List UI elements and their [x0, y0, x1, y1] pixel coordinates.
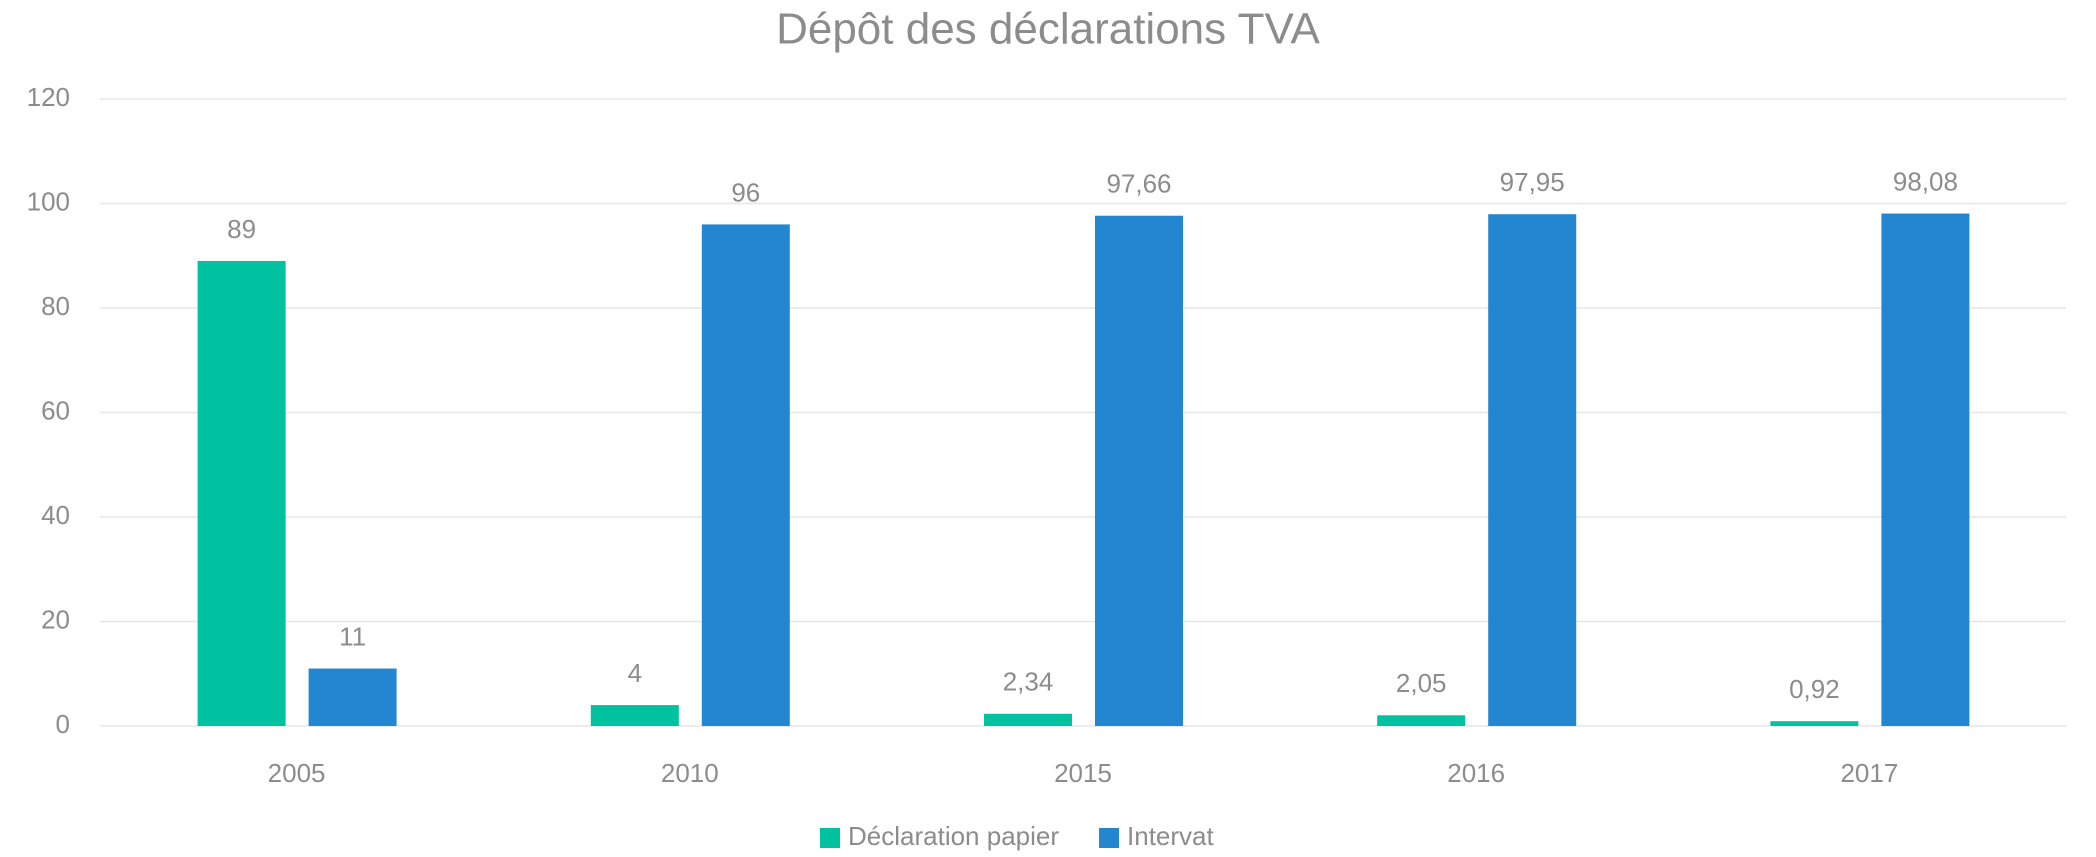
bar	[308, 668, 397, 726]
legend-label: Intervat	[1127, 821, 1214, 851]
y-tick-label: 0	[56, 709, 70, 739]
bar	[1770, 721, 1859, 726]
data-label: 11	[339, 621, 366, 651]
bar	[984, 713, 1072, 726]
bar	[1488, 214, 1577, 726]
legend-swatch	[820, 828, 840, 848]
x-tick-label: 2015	[1054, 758, 1112, 788]
legend-swatch	[1099, 828, 1120, 848]
data-label: 96	[731, 177, 760, 207]
chart-title: Dépôt des déclarations TVA	[776, 5, 1320, 54]
legend-label: Déclaration papier	[848, 821, 1059, 851]
y-tick-label: 100	[27, 186, 70, 216]
data-label: 89	[227, 214, 256, 244]
data-label: 4	[628, 658, 642, 688]
y-tick-label: 20	[41, 604, 70, 634]
y-tick-label: 40	[41, 500, 70, 530]
bar	[197, 260, 286, 726]
x-tick-label: 2005	[268, 758, 326, 788]
data-label: 97,66	[1106, 169, 1171, 199]
data-label: 97,95	[1500, 167, 1565, 197]
x-tick-label: 2010	[661, 758, 719, 788]
y-tick-label: 60	[41, 395, 70, 425]
y-tick-label: 80	[41, 291, 70, 321]
data-label: 0,92	[1789, 674, 1840, 704]
bar	[1095, 215, 1183, 726]
bar	[1377, 715, 1466, 726]
data-label: 2,05	[1396, 668, 1447, 698]
x-tick-label: 2017	[1840, 758, 1898, 788]
bar	[701, 224, 790, 726]
data-label: 98,08	[1893, 166, 1958, 196]
y-tick-label: 120	[27, 82, 70, 112]
x-tick-label: 2016	[1447, 758, 1505, 788]
bar	[1881, 213, 1970, 727]
bar	[590, 705, 679, 726]
data-label: 2,34	[1003, 667, 1054, 697]
